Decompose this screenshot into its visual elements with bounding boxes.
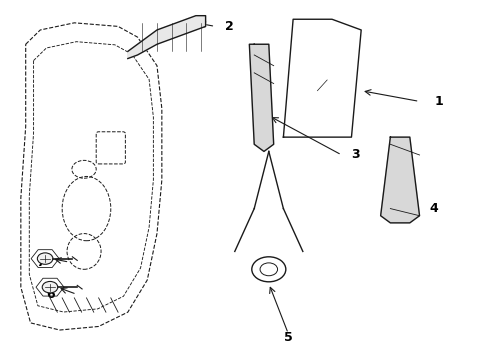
Circle shape — [42, 282, 58, 293]
Polygon shape — [127, 16, 205, 59]
Polygon shape — [380, 137, 419, 223]
Text: 7: 7 — [36, 256, 45, 269]
Text: 3: 3 — [351, 148, 359, 162]
Text: 4: 4 — [428, 202, 437, 215]
Text: 5: 5 — [284, 331, 292, 344]
Circle shape — [37, 253, 53, 264]
Polygon shape — [249, 44, 273, 152]
Text: 2: 2 — [224, 20, 233, 33]
Text: 6: 6 — [46, 288, 55, 301]
Text: 1: 1 — [433, 95, 442, 108]
